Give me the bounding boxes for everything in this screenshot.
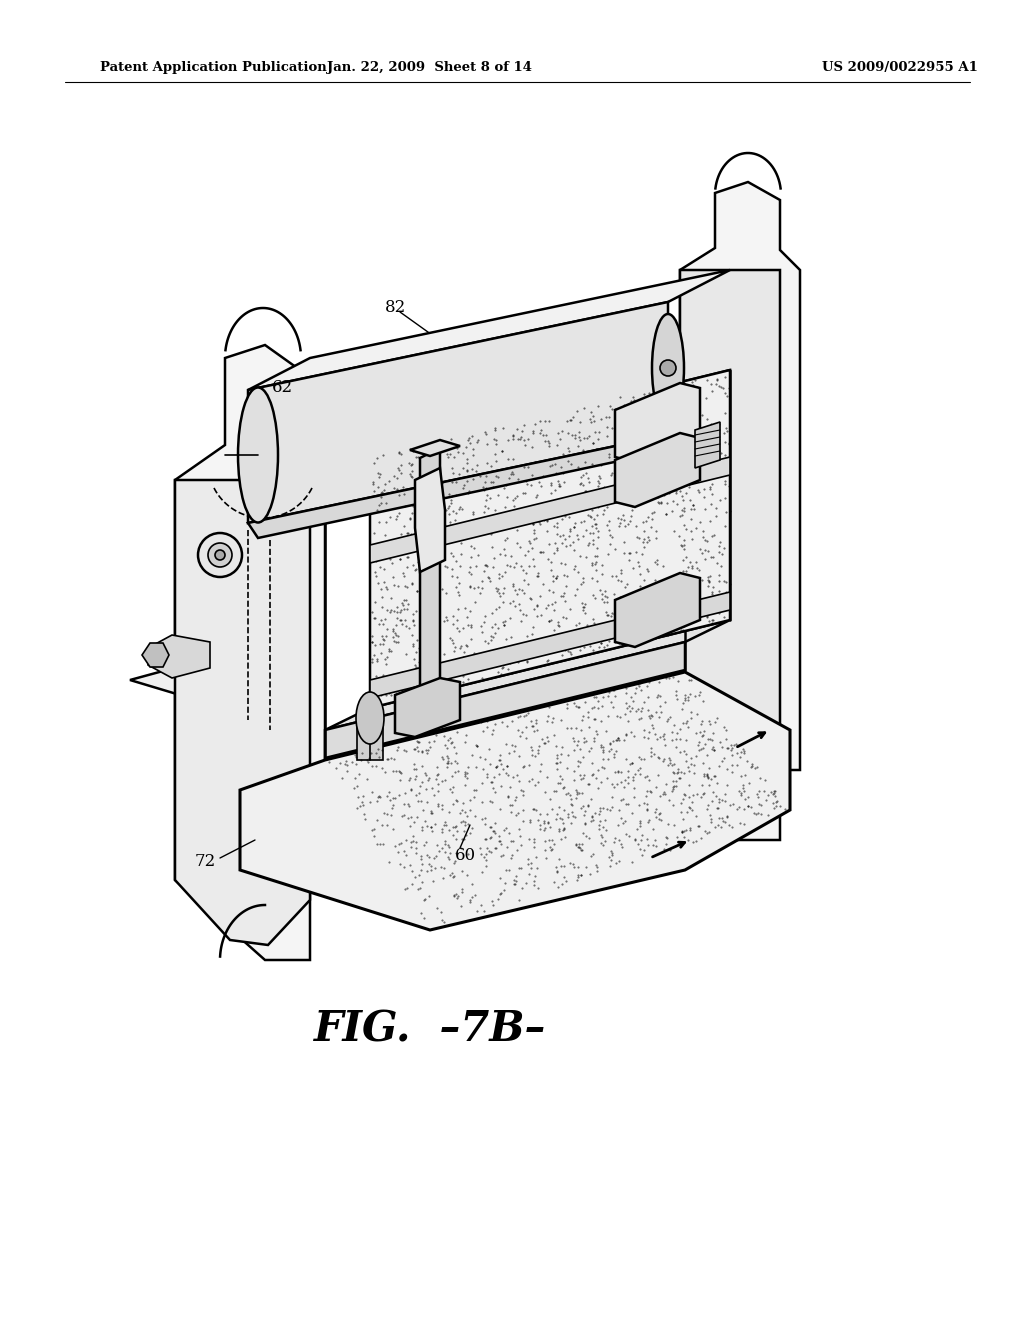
Polygon shape — [240, 672, 790, 931]
Polygon shape — [415, 469, 445, 572]
Circle shape — [660, 360, 676, 376]
Circle shape — [208, 543, 232, 568]
Polygon shape — [615, 383, 700, 462]
Polygon shape — [325, 620, 730, 730]
Text: 62: 62 — [272, 380, 293, 396]
Text: FIG.  –7B–: FIG. –7B– — [313, 1008, 546, 1051]
Polygon shape — [248, 271, 730, 389]
Polygon shape — [357, 718, 383, 760]
Polygon shape — [325, 642, 685, 758]
Polygon shape — [615, 433, 700, 507]
Polygon shape — [130, 649, 310, 696]
Text: US 2009/0022955 A1: US 2009/0022955 A1 — [822, 62, 978, 74]
Text: Jan. 22, 2009  Sheet 8 of 14: Jan. 22, 2009 Sheet 8 of 14 — [328, 62, 532, 74]
Polygon shape — [420, 447, 440, 710]
Ellipse shape — [356, 692, 384, 744]
Text: 60: 60 — [455, 846, 476, 863]
Polygon shape — [695, 422, 720, 469]
Polygon shape — [175, 480, 310, 945]
Text: 72: 72 — [195, 854, 216, 870]
Ellipse shape — [238, 388, 278, 523]
Polygon shape — [148, 635, 210, 678]
Polygon shape — [370, 457, 730, 564]
Text: 82: 82 — [385, 300, 407, 317]
Circle shape — [198, 533, 242, 577]
Ellipse shape — [652, 314, 684, 422]
Polygon shape — [248, 302, 668, 523]
Polygon shape — [615, 573, 700, 647]
Polygon shape — [248, 436, 680, 539]
Polygon shape — [680, 182, 800, 840]
Polygon shape — [370, 370, 730, 708]
Polygon shape — [370, 591, 730, 698]
Circle shape — [215, 550, 225, 560]
Polygon shape — [175, 345, 325, 960]
Text: Patent Application Publication: Patent Application Publication — [100, 62, 327, 74]
Polygon shape — [142, 643, 169, 667]
Polygon shape — [325, 392, 685, 517]
Polygon shape — [680, 271, 780, 825]
Polygon shape — [325, 370, 730, 480]
Polygon shape — [410, 440, 460, 455]
Polygon shape — [395, 678, 460, 737]
